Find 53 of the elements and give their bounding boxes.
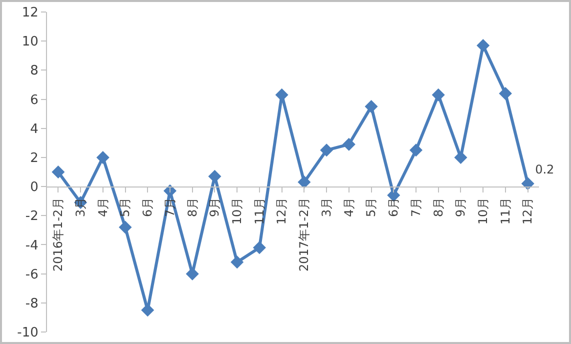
- y-tick-label: 0: [30, 180, 38, 196]
- x-tick-label: 11月: [498, 197, 512, 225]
- y-tick-label: 10: [22, 34, 38, 50]
- point: [454, 150, 468, 164]
- y-tick-label: 8: [30, 64, 38, 79]
- point: [498, 86, 512, 100]
- y-tick-label: -2: [25, 209, 38, 224]
- x-tick-label: 12月: [520, 197, 535, 225]
- x-tick-label: 11月: [252, 197, 266, 225]
- x-tick-label: 2017年1-2月: [297, 197, 312, 272]
- point: [521, 177, 534, 190]
- x-tick-label: 8月: [185, 197, 200, 217]
- x-tick-label: 6月: [386, 197, 401, 217]
- x-tick-label: 4月: [96, 197, 110, 217]
- x-tick-label: 6月: [140, 197, 155, 217]
- x-tick-label: 5月: [118, 197, 132, 217]
- x-tick-label: 7月: [162, 197, 177, 217]
- point: [52, 166, 65, 178]
- x-tick-label: 12月: [274, 197, 289, 225]
- point: [230, 256, 244, 269]
- x-tick-label: 9月: [208, 197, 222, 217]
- point: [275, 88, 288, 102]
- point: [476, 38, 490, 52]
- x-tick-label: 10月: [476, 197, 490, 225]
- x-tick-label: 10月: [230, 197, 244, 225]
- y-tick-label: -6: [25, 267, 38, 282]
- y-tick-label: 2: [30, 151, 38, 166]
- point: [252, 241, 266, 254]
- point: [298, 176, 311, 189]
- x-tick-label: 2016年1-2月: [51, 197, 66, 272]
- point: [208, 170, 222, 183]
- point: [410, 144, 422, 157]
- y-tick-label: 12: [22, 6, 38, 21]
- x-tick-label: 3月: [319, 197, 334, 217]
- x-tick-label: 3月: [73, 197, 88, 217]
- y-tick-label: 4: [30, 122, 38, 137]
- y-tick-label: -10: [17, 326, 38, 341]
- point: [164, 184, 176, 198]
- point: [118, 220, 132, 234]
- x-tick-label: 5月: [364, 197, 378, 217]
- point: [432, 88, 445, 102]
- data-label: 0.2: [535, 162, 554, 176]
- x-tick-label: 4月: [342, 197, 356, 217]
- y-tick-label: 6: [30, 92, 38, 108]
- point: [320, 144, 334, 157]
- x-tick-label: 9月: [454, 197, 468, 217]
- x-tick-label: 7月: [408, 197, 423, 217]
- point: [364, 100, 378, 114]
- y-tick-label: -8: [25, 296, 38, 312]
- point: [96, 150, 110, 164]
- y-tick-label: -4: [25, 238, 38, 254]
- x-tick-label: 8月: [431, 197, 446, 217]
- point: [342, 138, 356, 151]
